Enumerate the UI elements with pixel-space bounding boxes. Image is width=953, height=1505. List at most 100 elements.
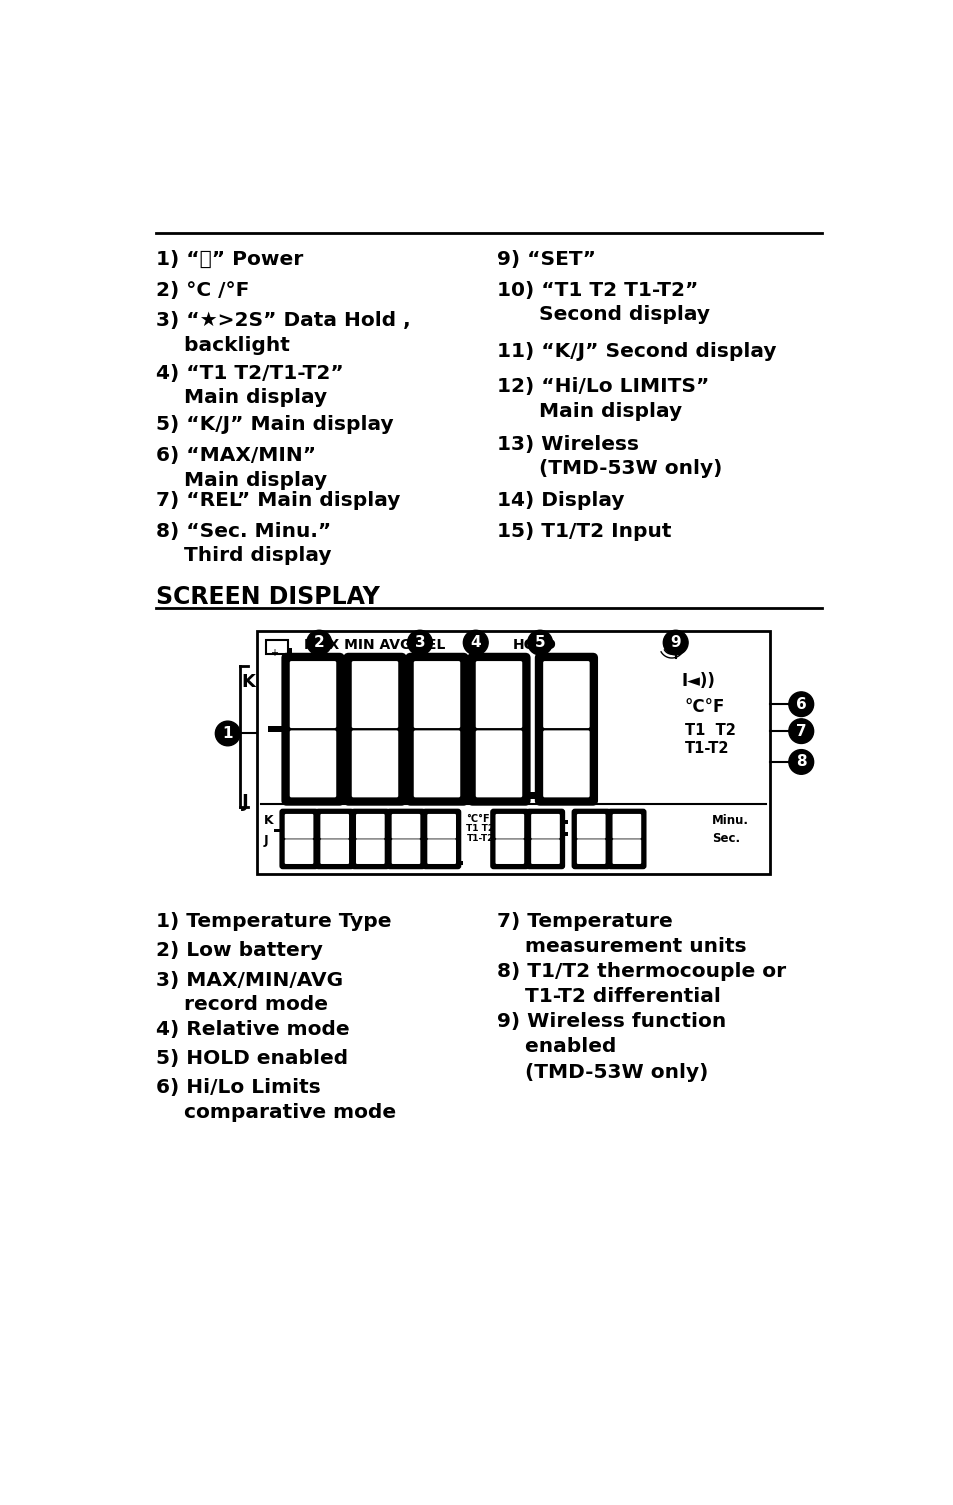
- Text: HOLD: HOLD: [513, 638, 557, 652]
- Circle shape: [215, 721, 240, 746]
- Text: 8) T1/T2 thermocouple or: 8) T1/T2 thermocouple or: [497, 962, 785, 981]
- Bar: [288, 649, 292, 655]
- Text: 1) Temperature Type: 1) Temperature Type: [155, 912, 391, 932]
- Text: Second display: Second display: [497, 306, 709, 325]
- FancyBboxPatch shape: [352, 810, 389, 868]
- FancyBboxPatch shape: [422, 810, 459, 868]
- Text: 7) Temperature: 7) Temperature: [497, 912, 672, 932]
- Text: 5: 5: [535, 635, 545, 650]
- Text: 14) Display: 14) Display: [497, 491, 623, 510]
- Text: Main display: Main display: [497, 402, 681, 420]
- Text: 2) Low battery: 2) Low battery: [155, 941, 322, 960]
- FancyBboxPatch shape: [355, 840, 384, 864]
- FancyBboxPatch shape: [344, 655, 405, 804]
- FancyBboxPatch shape: [280, 810, 317, 868]
- Text: (TMD-53W only): (TMD-53W only): [497, 1063, 707, 1082]
- Bar: [459, 861, 463, 865]
- Text: 3: 3: [415, 635, 425, 650]
- Text: J: J: [263, 834, 268, 846]
- Text: 6) Hi/Lo Limits: 6) Hi/Lo Limits: [155, 1079, 320, 1097]
- FancyBboxPatch shape: [572, 810, 609, 868]
- FancyBboxPatch shape: [427, 814, 456, 838]
- Text: Minu.: Minu.: [711, 814, 748, 828]
- Circle shape: [788, 749, 813, 774]
- Text: SCREEN DISPLAY: SCREEN DISPLAY: [155, 585, 379, 610]
- Text: 3) “★>2S” Data Hold ,: 3) “★>2S” Data Hold ,: [155, 312, 410, 331]
- Bar: [563, 820, 567, 825]
- Circle shape: [662, 631, 687, 655]
- Bar: [266, 640, 288, 655]
- Text: °C°F: °C°F: [466, 814, 490, 823]
- FancyBboxPatch shape: [406, 655, 467, 804]
- Text: 2) °C /°F: 2) °C /°F: [155, 281, 249, 299]
- Text: 3) MAX/MIN/AVG: 3) MAX/MIN/AVG: [155, 971, 342, 990]
- Text: 8) “Sec. Minu.”: 8) “Sec. Minu.”: [155, 522, 331, 540]
- FancyBboxPatch shape: [531, 814, 559, 838]
- FancyBboxPatch shape: [495, 840, 523, 864]
- Text: °C°F: °C°F: [684, 698, 724, 716]
- FancyBboxPatch shape: [290, 661, 335, 728]
- FancyBboxPatch shape: [282, 655, 343, 804]
- FancyBboxPatch shape: [284, 814, 313, 838]
- Text: 7) “REL” Main display: 7) “REL” Main display: [155, 491, 399, 510]
- FancyBboxPatch shape: [468, 655, 529, 804]
- Text: K: K: [241, 673, 255, 691]
- FancyBboxPatch shape: [495, 814, 523, 838]
- Text: 8: 8: [795, 754, 805, 769]
- Text: 4) “T1 T2/T1-T2”: 4) “T1 T2/T1-T2”: [155, 364, 343, 382]
- Text: 12) “Hi/Lo LIMITS”: 12) “Hi/Lo LIMITS”: [497, 376, 708, 396]
- Text: T1-T2: T1-T2: [684, 740, 729, 756]
- FancyBboxPatch shape: [577, 814, 605, 838]
- FancyBboxPatch shape: [284, 840, 313, 864]
- Text: 9: 9: [670, 635, 680, 650]
- Text: 4: 4: [470, 635, 480, 650]
- FancyBboxPatch shape: [542, 730, 589, 798]
- Text: 9) Wireless function: 9) Wireless function: [497, 1013, 725, 1031]
- Text: 10) “T1 T2 T1-T2”: 10) “T1 T2 T1-T2”: [497, 281, 698, 299]
- Text: 7: 7: [795, 724, 805, 739]
- Circle shape: [463, 631, 488, 655]
- Bar: [530, 792, 537, 799]
- Text: +: +: [270, 649, 278, 658]
- Text: 9) “SET”: 9) “SET”: [497, 250, 595, 269]
- Circle shape: [527, 631, 552, 655]
- FancyBboxPatch shape: [608, 810, 645, 868]
- Text: 6: 6: [795, 697, 806, 712]
- FancyBboxPatch shape: [414, 730, 459, 798]
- FancyBboxPatch shape: [612, 840, 640, 864]
- Text: T1-T2: T1-T2: [466, 834, 494, 843]
- Text: (TMD-53W only): (TMD-53W only): [497, 459, 721, 479]
- Text: I◄)): I◄)): [680, 671, 714, 689]
- FancyBboxPatch shape: [476, 661, 521, 728]
- FancyBboxPatch shape: [352, 730, 397, 798]
- Circle shape: [788, 719, 813, 743]
- FancyBboxPatch shape: [491, 810, 528, 868]
- Text: Main display: Main display: [155, 471, 327, 491]
- Text: T1 T2: T1 T2: [466, 825, 494, 834]
- Text: record mode: record mode: [155, 995, 327, 1014]
- Circle shape: [307, 631, 332, 655]
- Text: T1-T2 differential: T1-T2 differential: [497, 987, 720, 1005]
- Text: Third display: Third display: [155, 546, 331, 566]
- Text: 15) T1/T2 Input: 15) T1/T2 Input: [497, 522, 671, 540]
- Text: -: -: [277, 649, 280, 658]
- FancyBboxPatch shape: [531, 840, 559, 864]
- FancyBboxPatch shape: [414, 661, 459, 728]
- Text: J: J: [241, 793, 248, 811]
- FancyBboxPatch shape: [577, 840, 605, 864]
- Text: Main display: Main display: [155, 388, 327, 408]
- FancyBboxPatch shape: [352, 661, 397, 728]
- FancyBboxPatch shape: [612, 814, 640, 838]
- Text: 1) “⏻” Power: 1) “⏻” Power: [155, 250, 303, 269]
- Text: Sec.: Sec.: [711, 832, 740, 844]
- Text: backlight: backlight: [155, 336, 290, 355]
- FancyBboxPatch shape: [536, 655, 596, 804]
- FancyBboxPatch shape: [387, 810, 424, 868]
- Bar: [268, 725, 283, 731]
- Text: 5) “K/J” Main display: 5) “K/J” Main display: [155, 415, 393, 435]
- Text: 13) Wireless: 13) Wireless: [497, 435, 638, 453]
- Bar: [274, 829, 282, 832]
- FancyBboxPatch shape: [542, 661, 589, 728]
- FancyBboxPatch shape: [526, 810, 563, 868]
- Text: 1: 1: [222, 725, 233, 740]
